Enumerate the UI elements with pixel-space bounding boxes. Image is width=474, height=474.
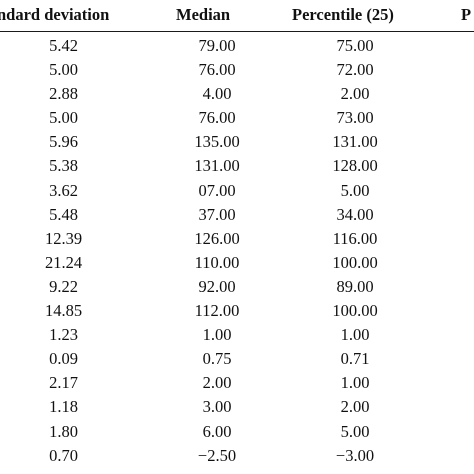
table-row: 3.62 07.00 5.00 (0, 180, 474, 204)
table-row: 1.23 1.00 1.00 (0, 324, 474, 348)
header-truncated-column: P (461, 5, 472, 24)
percentile-25-cell: 75.00 (336, 36, 374, 55)
table-row: 2.17 2.00 1.00 (0, 372, 474, 396)
table-row: 2.88 4.00 2.00 (0, 83, 474, 107)
percentile-25-cell: 89.00 (336, 276, 374, 296)
std-dev-cell: 1.80 (49, 421, 78, 441)
table-row: 1.18 3.00 2.00 (0, 396, 474, 420)
percentile-25-cell: 73.00 (336, 108, 374, 128)
median-cell: 2.00 (202, 373, 232, 393)
median-cell: 76.00 (198, 60, 236, 80)
std-dev-cell: 5.42 (49, 36, 78, 55)
std-dev-cell: 2.88 (49, 84, 78, 104)
table-row: 0.09 0.75 0.71 (0, 348, 474, 372)
median-cell: 4.00 (202, 84, 232, 104)
percentile-25-cell: 116.00 (332, 228, 378, 248)
median-cell: 112.00 (194, 301, 240, 321)
std-dev-cell: 5.48 (49, 204, 78, 224)
std-dev-cell: 5.96 (49, 132, 78, 152)
percentile-25-cell: 1.00 (340, 373, 370, 393)
std-dev-cell: 0.70 (49, 445, 78, 465)
median-cell: −2.50 (197, 445, 237, 465)
header-percentile-25: Percentile (25) (292, 5, 394, 24)
table-row: 21.24 110.00 100.00 (0, 252, 474, 276)
std-dev-cell: 12.39 (44, 228, 83, 248)
std-dev-cell: 21.24 (44, 252, 83, 272)
std-dev-cell: 0.09 (49, 349, 78, 369)
std-dev-cell: 1.23 (49, 325, 78, 345)
table-row: 0.70 −2.50 −3.00 (0, 445, 474, 469)
table-row: 1.80 6.00 5.00 (0, 421, 474, 445)
std-dev-cell: 5.38 (49, 156, 78, 176)
header-median: Median (176, 5, 231, 24)
percentile-25-cell: 131.00 (332, 132, 378, 152)
median-cell: 126.00 (194, 228, 240, 248)
percentile-25-cell: 2.00 (340, 84, 370, 104)
median-cell: 3.00 (202, 397, 232, 417)
table-row: 12.39 126.00 116.00 (0, 228, 474, 252)
percentile-25-cell: 100.00 (332, 301, 378, 321)
median-cell: 92.00 (198, 276, 236, 296)
percentile-25-cell: 34.00 (336, 204, 374, 224)
header-standard-deviation: ndard deviation (0, 5, 110, 24)
median-cell: 07.00 (198, 180, 236, 200)
table-row: 9.22 92.00 89.00 (0, 276, 474, 300)
table-row: 5.42 79.00 75.00 (0, 35, 474, 59)
percentile-25-cell: 100.00 (332, 252, 378, 272)
std-dev-cell: 5.00 (49, 60, 78, 80)
percentile-25-cell: 0.71 (340, 349, 370, 369)
percentile-25-cell: 5.00 (340, 421, 370, 441)
median-cell: 79.00 (198, 36, 236, 55)
median-cell: 0.75 (202, 349, 232, 369)
median-cell: 37.00 (198, 204, 236, 224)
median-cell: 110.00 (194, 252, 240, 272)
table-row: 14.85 112.00 100.00 (0, 300, 474, 324)
percentile-25-cell: 5.00 (340, 180, 370, 200)
percentile-25-cell: −3.00 (335, 445, 375, 465)
median-cell: 76.00 (198, 108, 236, 128)
percentile-25-cell: 72.00 (336, 60, 374, 80)
median-cell: 131.00 (194, 156, 240, 176)
std-dev-cell: 14.85 (44, 301, 83, 321)
std-dev-cell: 1.18 (49, 397, 78, 417)
header-divider (0, 31, 474, 32)
std-dev-cell: 9.22 (49, 276, 78, 296)
percentile-25-cell: 1.00 (340, 325, 370, 345)
table-body: 5.42 79.00 75.00 5.00 76.00 72.00 2.88 4.00 2.00… (0, 35, 474, 469)
median-cell: 135.00 (194, 132, 240, 152)
percentile-25-cell: 128.00 (332, 156, 378, 176)
std-dev-cell: 3.62 (49, 180, 78, 200)
table-row: 5.96 135.00 131.00 (0, 131, 474, 155)
median-cell: 6.00 (202, 421, 232, 441)
table-row: 5.00 76.00 73.00 (0, 107, 474, 131)
median-cell: 1.00 (202, 325, 232, 345)
table-row: 5.00 76.00 72.00 (0, 59, 474, 83)
std-dev-cell: 2.17 (49, 373, 78, 393)
table-row: 5.48 37.00 34.00 (0, 204, 474, 228)
table-row: 5.38 131.00 128.00 (0, 155, 474, 179)
std-dev-cell: 5.00 (49, 108, 78, 128)
percentile-25-cell: 2.00 (340, 397, 370, 417)
